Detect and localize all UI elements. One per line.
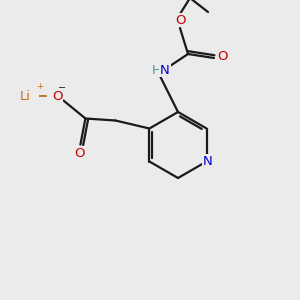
Text: O: O xyxy=(218,50,228,64)
Text: H: H xyxy=(151,64,161,76)
Text: O: O xyxy=(175,14,185,26)
Text: −: − xyxy=(58,83,67,94)
Text: N: N xyxy=(203,155,212,168)
Text: O: O xyxy=(52,90,63,103)
Text: N: N xyxy=(160,64,170,76)
Text: Li: Li xyxy=(20,90,31,103)
Text: +: + xyxy=(36,82,43,91)
Text: O: O xyxy=(74,147,85,160)
